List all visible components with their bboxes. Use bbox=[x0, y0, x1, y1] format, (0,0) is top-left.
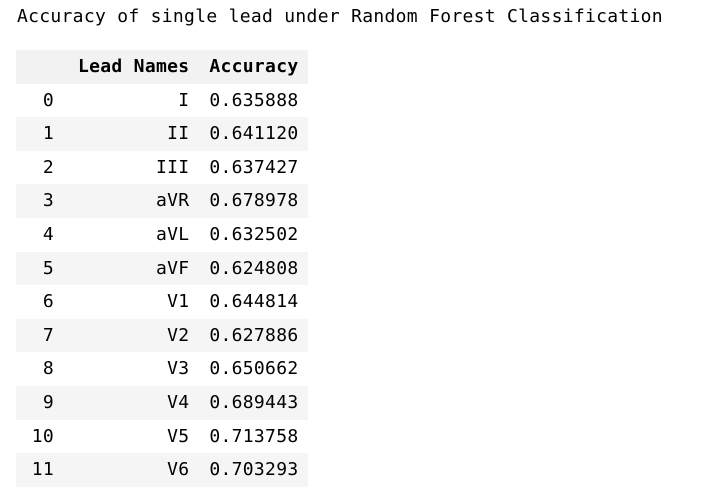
table-row: 5 aVF 0.624808 bbox=[16, 251, 309, 286]
row-index: 4 bbox=[42, 223, 54, 245]
table-row: 1 II 0.641120 bbox=[16, 117, 309, 151]
accuracy-cell: 0.703293 bbox=[209, 459, 299, 481]
table-header-row: Lead Names Accuracy bbox=[16, 50, 309, 84]
row-index: 1 bbox=[42, 123, 54, 145]
accuracy-cell: 0.632502 bbox=[209, 223, 299, 245]
lead-name-cell: V6 bbox=[167, 459, 190, 481]
table-row: 9 V4 0.689443 bbox=[16, 385, 309, 420]
row-index: 0 bbox=[42, 89, 54, 111]
accuracy-cell: 0.644814 bbox=[209, 291, 299, 313]
row-index: 6 bbox=[42, 291, 54, 313]
lead-name-cell: V5 bbox=[167, 425, 190, 447]
table-row: 0 I 0.635888 bbox=[16, 84, 308, 118]
lead-name-cell: aVL bbox=[155, 223, 190, 245]
lead-name-cell: aVF bbox=[155, 257, 190, 279]
row-index: 9 bbox=[42, 391, 54, 413]
table-row: 3 aVR 0.678978 bbox=[16, 184, 309, 218]
index-column-header bbox=[16, 50, 68, 84]
column-header-accuracy: Accuracy bbox=[199, 50, 309, 84]
lead-name-cell: II bbox=[167, 123, 190, 145]
accuracy-cell: 0.641120 bbox=[209, 123, 299, 145]
lead-name-cell: III bbox=[155, 156, 190, 178]
table-caption: Accuracy of single lead under Random For… bbox=[17, 6, 663, 27]
accuracy-cell: 0.627886 bbox=[209, 324, 299, 346]
accuracy-cell: 0.678978 bbox=[209, 190, 299, 212]
table-row: 2 III 0.637427 bbox=[16, 151, 308, 185]
table-row: 7 V2 0.627886 bbox=[16, 318, 309, 353]
accuracy-cell: 0.635888 bbox=[209, 89, 299, 111]
accuracy-cell: 0.637427 bbox=[209, 156, 299, 178]
table-row: 11 V6 0.703293 bbox=[16, 453, 309, 487]
row-index: 5 bbox=[42, 257, 54, 279]
dataframe-table: Lead Names Accuracy 0 I 0.635888 1 II 0.… bbox=[16, 50, 309, 487]
accuracy-cell: 0.650662 bbox=[209, 358, 299, 380]
lead-name-cell: I bbox=[178, 89, 190, 111]
table-row: 8 V3 0.650662 bbox=[16, 352, 308, 386]
row-index: 3 bbox=[42, 190, 54, 212]
row-index: 8 bbox=[42, 358, 54, 380]
table-row: 10 V5 0.713758 bbox=[16, 420, 308, 454]
accuracy-cell: 0.624808 bbox=[209, 257, 299, 279]
column-header-lead-names: Lead Names bbox=[68, 50, 200, 84]
row-index: 10 bbox=[31, 425, 54, 447]
lead-name-cell: V3 bbox=[167, 358, 190, 380]
accuracy-cell: 0.713758 bbox=[209, 425, 299, 447]
lead-name-cell: V2 bbox=[167, 324, 190, 346]
lead-name-cell: aVR bbox=[155, 190, 190, 212]
lead-name-cell: V1 bbox=[167, 291, 190, 313]
accuracy-cell: 0.689443 bbox=[209, 391, 299, 413]
lead-name-cell: V4 bbox=[167, 391, 190, 413]
row-index: 7 bbox=[42, 324, 54, 346]
table-row: 4 aVL 0.632502 bbox=[16, 218, 308, 252]
row-index: 11 bbox=[31, 459, 54, 481]
row-index: 2 bbox=[42, 156, 54, 178]
table-row: 6 V1 0.644814 bbox=[16, 285, 308, 319]
table-body: 0 I 0.635888 1 II 0.641120 2 III 0.63742… bbox=[16, 84, 309, 487]
